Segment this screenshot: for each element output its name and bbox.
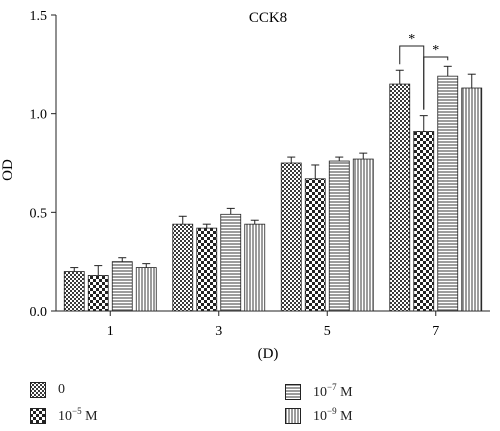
bar xyxy=(389,83,411,312)
x-tick-label: 5 xyxy=(324,324,331,339)
significance-bracket xyxy=(423,56,449,110)
x-tick-label: 7 xyxy=(432,324,439,339)
bar xyxy=(63,271,85,312)
x-tick-label: 3 xyxy=(215,324,222,339)
legend-label-2: 10−7 M xyxy=(313,382,353,400)
legend-label-0: 0 xyxy=(58,382,65,397)
significance-brackets: ** xyxy=(399,32,449,110)
legend-item-1: 10−5 M xyxy=(30,406,98,425)
bar xyxy=(352,158,374,312)
x-tick-label: 1 xyxy=(107,324,114,339)
bar xyxy=(111,261,133,312)
legend-label-3: 10−9 M xyxy=(313,406,353,424)
legend-swatch-2 xyxy=(285,383,301,400)
bar xyxy=(172,223,194,312)
bar xyxy=(196,227,218,312)
significance-marker: * xyxy=(408,32,415,47)
legend-item-3: 10−9 M xyxy=(285,406,353,425)
bar xyxy=(461,87,483,312)
bar xyxy=(135,267,157,312)
bar xyxy=(437,75,459,312)
legend-swatch-3 xyxy=(285,407,301,424)
bar xyxy=(87,275,109,312)
legend-label-1: 10−5 M xyxy=(58,406,98,424)
bar xyxy=(304,178,326,312)
legend-item-0: 0 xyxy=(30,382,65,398)
legend-swatch-0 xyxy=(30,382,46,398)
y-tick-label: 0.5 xyxy=(30,206,48,221)
y-tick-label: 1.5 xyxy=(30,9,48,24)
legend-swatch-1 xyxy=(30,407,46,424)
y-tick-label: 1.0 xyxy=(30,108,48,123)
bar xyxy=(413,131,435,312)
y-axis-label: OD xyxy=(0,159,16,181)
bar xyxy=(280,162,302,312)
bar xyxy=(244,223,266,312)
x-axis-label: (D) xyxy=(258,346,279,362)
y-tick-label: 0.0 xyxy=(30,305,48,320)
bar xyxy=(328,160,350,312)
bar xyxy=(220,213,242,312)
legend-item-2: 10−7 M xyxy=(285,382,353,401)
significance-marker: * xyxy=(432,43,439,58)
chart-title: CCK8 xyxy=(249,10,287,26)
